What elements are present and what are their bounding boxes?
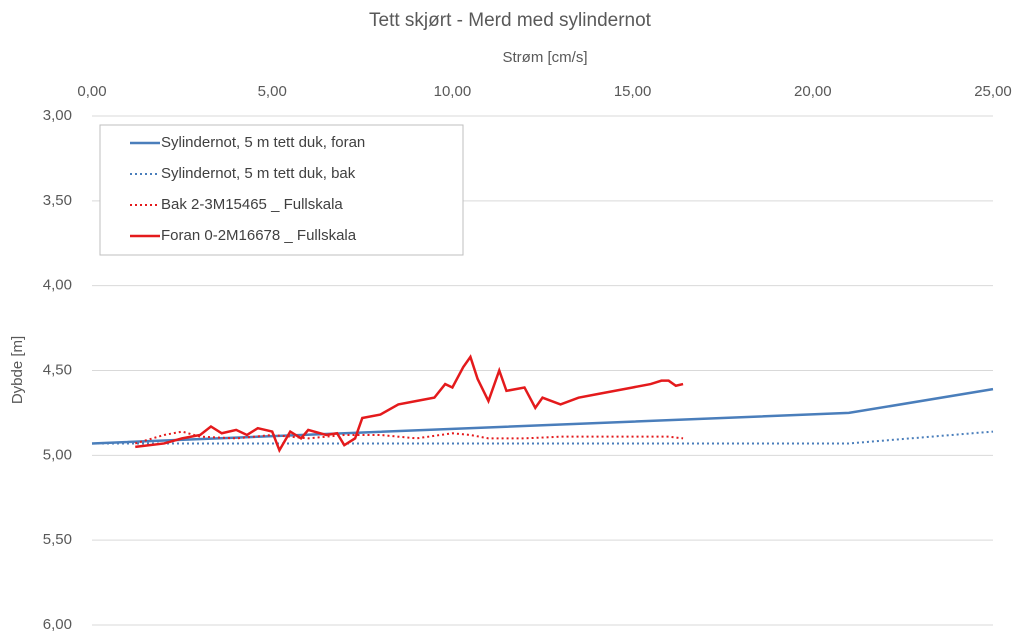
series-line	[135, 354, 684, 454]
y-tick-label: 5,50	[43, 531, 72, 548]
x-axis-title: Strøm [cm/s]	[503, 49, 588, 66]
y-tick-label: 4,50	[43, 361, 72, 378]
legend-text: Sylindernot, 5 m tett duk, bak	[161, 165, 356, 182]
x-tick-label: 25,00	[974, 83, 1012, 100]
series-line	[92, 430, 994, 445]
y-tick-label: 4,00	[43, 277, 72, 294]
legend-text: Foran 0-2M16678 _ Fullskala	[161, 227, 357, 244]
x-tick-label: 0,00	[77, 83, 106, 100]
series-line	[91, 387, 994, 445]
x-tick-label: 15,00	[614, 83, 652, 100]
x-tick-label: 5,00	[258, 83, 287, 100]
x-tick-label: 10,00	[434, 83, 472, 100]
y-tick-label: 3,50	[43, 192, 72, 209]
y-tick-label: 5,00	[43, 446, 72, 463]
x-tick-label: 20,00	[794, 83, 832, 100]
legend-text: Bak 2-3M15465 _ Fullskala	[161, 196, 343, 213]
legend-text: Sylindernot, 5 m tett duk, foran	[161, 134, 365, 151]
series-line	[134, 430, 684, 445]
legend-box	[99, 124, 464, 256]
y-tick-label: 6,00	[43, 616, 72, 633]
y-axis-title: Dybde [m]	[9, 336, 26, 404]
legend: Sylindernot, 5 m tett duk, foran Sylinder…	[99, 124, 464, 256]
y-tick-label: 3,00	[43, 107, 72, 124]
chart-title: Tett skjørt - Merd med sylindernot	[369, 10, 652, 31]
